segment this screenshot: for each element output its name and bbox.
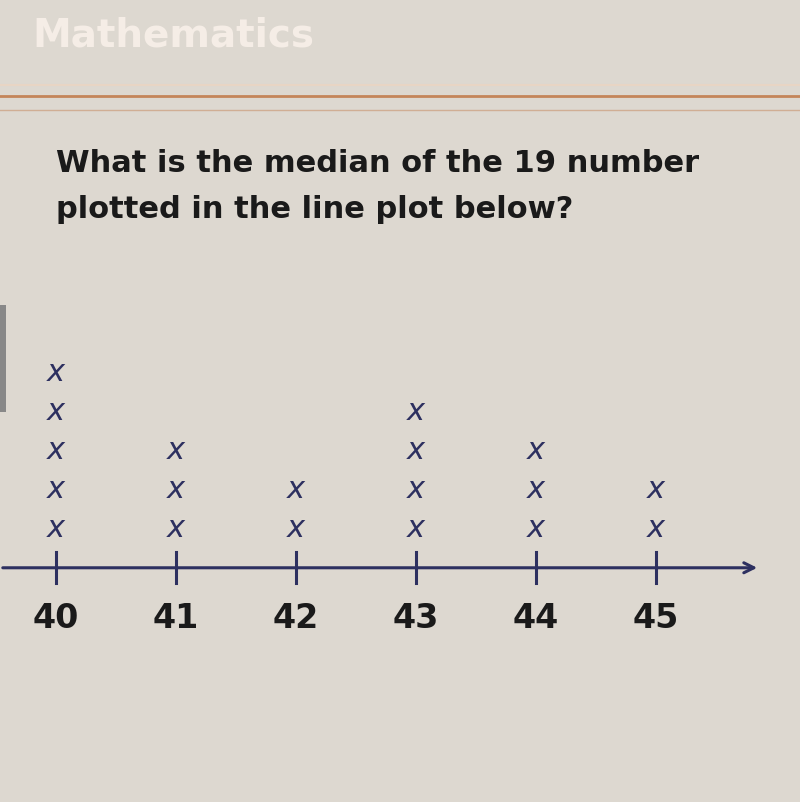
Text: Mathematics: Mathematics <box>32 16 314 54</box>
Bar <box>0 305 6 411</box>
Text: 44: 44 <box>513 602 559 635</box>
Text: plotted in the line plot below?: plotted in the line plot below? <box>56 195 574 224</box>
Text: x: x <box>47 397 65 426</box>
Text: x: x <box>47 358 65 387</box>
Text: x: x <box>167 435 185 465</box>
Text: 43: 43 <box>393 602 439 635</box>
Text: x: x <box>47 435 65 465</box>
Text: x: x <box>167 514 185 543</box>
Text: x: x <box>527 435 545 465</box>
Text: x: x <box>647 514 665 543</box>
Text: x: x <box>47 514 65 543</box>
Text: 42: 42 <box>273 602 319 635</box>
Text: 41: 41 <box>153 602 199 635</box>
Text: 40: 40 <box>33 602 79 635</box>
Text: x: x <box>527 475 545 504</box>
Text: 45: 45 <box>633 602 679 635</box>
Text: What is the median of the 19 number: What is the median of the 19 number <box>56 149 699 178</box>
Text: x: x <box>407 397 425 426</box>
Text: x: x <box>527 514 545 543</box>
Text: x: x <box>287 514 305 543</box>
Text: x: x <box>647 475 665 504</box>
Text: x: x <box>407 475 425 504</box>
Text: x: x <box>407 514 425 543</box>
Text: x: x <box>287 475 305 504</box>
Text: x: x <box>47 475 65 504</box>
Text: x: x <box>167 475 185 504</box>
Text: x: x <box>407 435 425 465</box>
